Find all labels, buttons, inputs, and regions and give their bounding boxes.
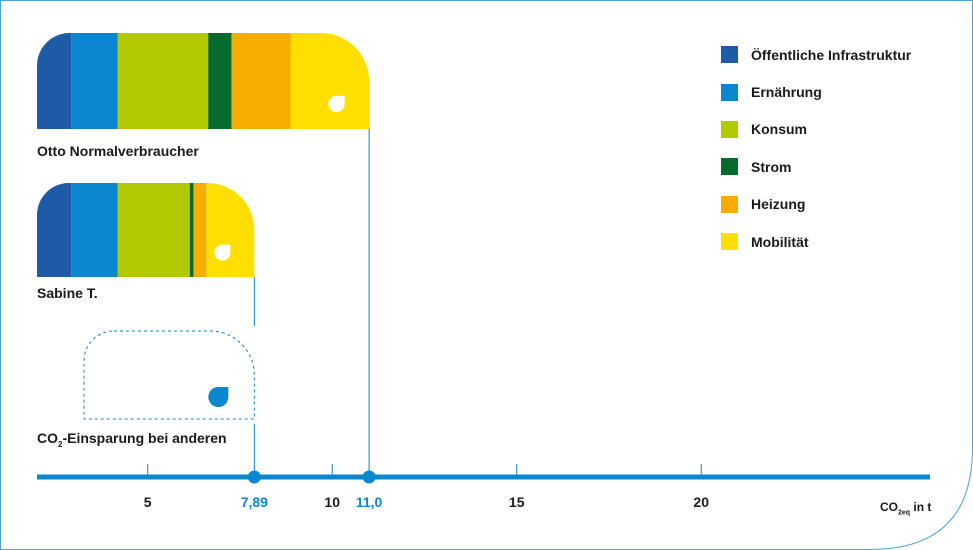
legend-label: Heizung (751, 196, 806, 213)
legend-label: Mobilität (751, 233, 809, 250)
legend-swatch (721, 120, 738, 138)
bar-segment-konsum (117, 183, 190, 277)
bar-segment-mobilit-t (290, 33, 370, 129)
value-marker (362, 470, 376, 484)
row-label-savings: CO2-Einsparung bei anderen (37, 430, 227, 449)
legend-label: Öffentliche Infrastruktur (751, 46, 912, 63)
legend-label: Ernährung (751, 84, 822, 101)
legend-swatch (721, 233, 738, 251)
tick-label: 15 (509, 494, 525, 510)
bar-segment-heizung (193, 183, 207, 277)
row-label-otto: Otto Normalverbraucher (37, 143, 199, 159)
drop-icon (214, 244, 231, 261)
tick-label: 5 (144, 494, 152, 510)
legend-item-strom: Strom (721, 148, 911, 185)
bar-segment-heizung (231, 33, 291, 129)
legend-item-heizung: Heizung (721, 186, 911, 223)
connector-lines (253, 128, 370, 477)
bar-segment--ffentliche-infrastruktur (37, 183, 72, 277)
bar-segments-row-1 (37, 183, 255, 277)
legend-item-mobilitaet: Mobilität (721, 223, 911, 260)
drop-icon (208, 387, 229, 407)
legend-item-konsum: Konsum (721, 111, 911, 148)
legend-label: Strom (751, 158, 792, 175)
row-label-sabine: Sabine T. (37, 285, 98, 301)
marker-label: 7,89 (241, 494, 268, 510)
marker-label: 11,0 (356, 494, 383, 510)
bar-segment-konsum (117, 33, 209, 129)
legend-swatch (721, 195, 738, 213)
value-marker (247, 470, 261, 484)
legend-swatch (721, 46, 738, 64)
legend-swatch (721, 83, 738, 101)
bar-segment-mobilit-t (206, 183, 255, 277)
x-axis: 5 10 15 20 7,89 11,0 (37, 464, 930, 510)
x-axis-label: CO2eq in t (880, 500, 932, 517)
bar-segments-row-0 (37, 33, 370, 129)
legend-swatch (721, 158, 738, 176)
bar-segment-strom (189, 183, 194, 277)
legend: Öffentliche Infrastruktur Ernährung Kons… (721, 36, 911, 260)
tick-label: 20 (693, 494, 709, 510)
legend-item-ernaehrung: Ernährung (721, 73, 911, 110)
bar-segment-strom (208, 33, 232, 129)
bar-group (37, 33, 370, 420)
legend-label: Konsum (751, 121, 807, 138)
tick-label: 10 (324, 494, 340, 510)
bar-segment-ern-hrung (71, 183, 118, 277)
bar-segment--ffentliche-infrastruktur (37, 33, 72, 129)
legend-item-infrastruktur: Öffentliche Infrastruktur (721, 36, 911, 73)
savings-outline (83, 330, 255, 420)
drop-icon (328, 95, 345, 113)
bar-segment-ern-hrung (71, 33, 118, 129)
